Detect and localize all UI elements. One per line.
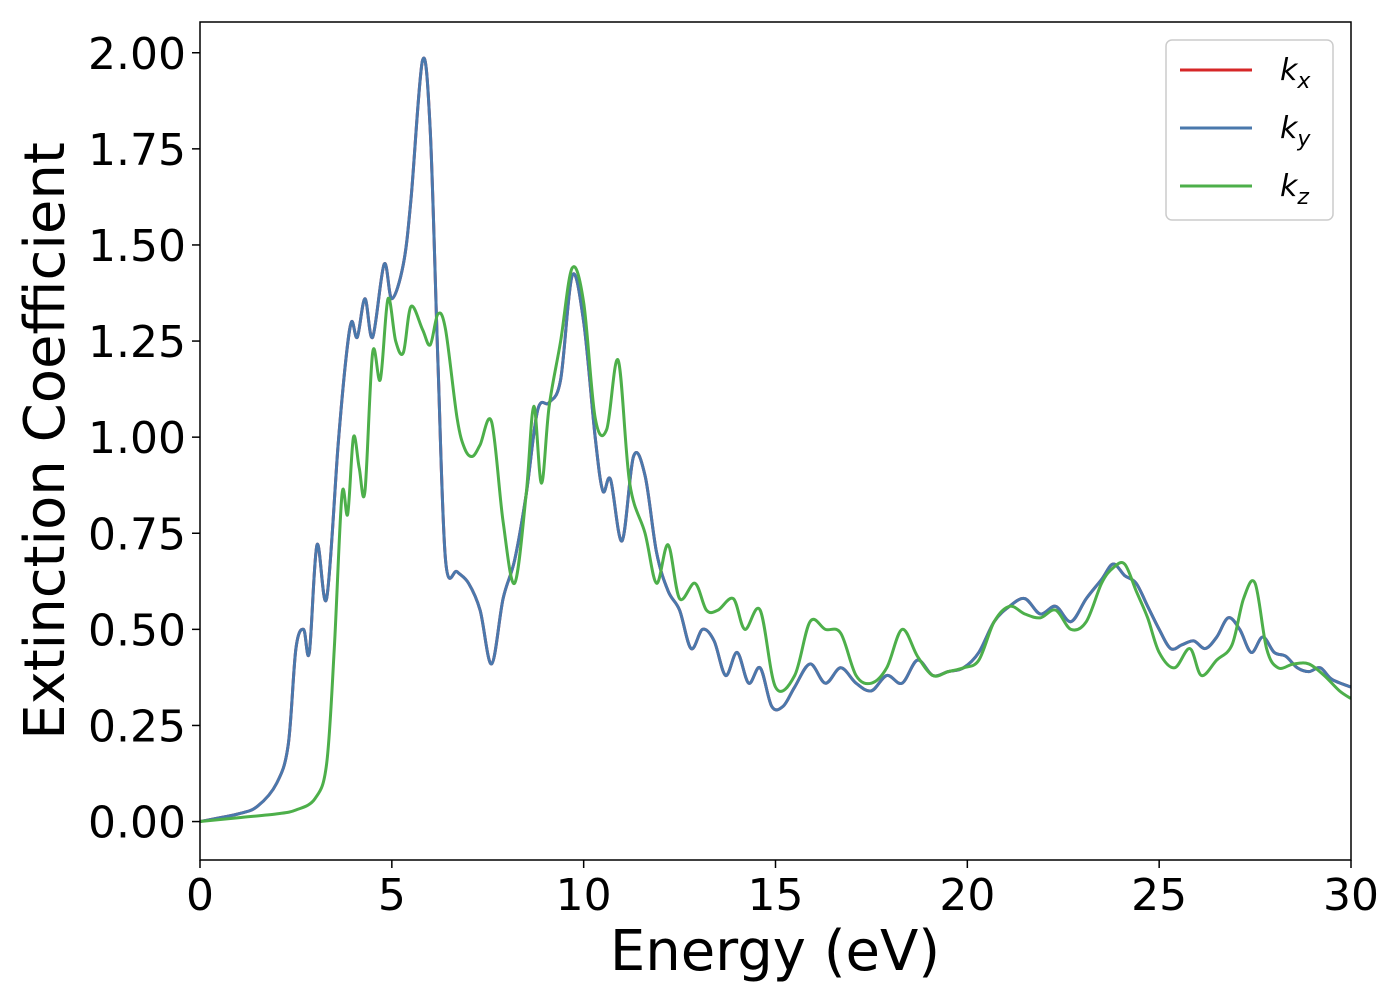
series-line-k-z	[200, 265, 1351, 824]
x-tick-label: 15	[748, 870, 804, 921]
series-line-k-y	[200, 56, 1351, 824]
plot-area	[200, 56, 1351, 824]
x-tick-label: 5	[378, 870, 406, 921]
x-tick-label: 20	[939, 870, 995, 921]
y-tick-label: 1.25	[88, 317, 186, 368]
x-axis-title: Energy (eV)	[610, 919, 940, 984]
x-tick-label: 30	[1323, 870, 1379, 921]
y-tick-label: 0.50	[88, 605, 186, 656]
x-tick-label: 25	[1131, 870, 1187, 921]
legend: kx ky kz	[1165, 39, 1334, 221]
y-axis-title: Extinction Coefficient	[13, 142, 78, 740]
x-tick-label: 0	[186, 870, 214, 921]
y-tick-label: 1.00	[88, 413, 186, 464]
y-tick-label: 1.50	[88, 221, 186, 272]
y-tick-label: 0.75	[88, 509, 186, 560]
legend-label-k-z: kz	[1280, 169, 1309, 210]
legend-box	[1165, 39, 1334, 221]
x-tick-label: 10	[556, 870, 612, 921]
y-tick-label: 0.25	[88, 701, 186, 752]
legend-label-k-x: kx	[1280, 53, 1311, 94]
y-tick-label: 1.75	[88, 125, 186, 176]
y-tick-label: 0.00	[88, 798, 186, 849]
y-tick-label: 2.00	[88, 29, 186, 80]
axes: 0 5 10 15 20 25 30 0.00 0.25 0.50 0.75 1.00 1.25 1.50…	[88, 21, 1379, 921]
legend-label-k-y: ky	[1280, 111, 1311, 152]
